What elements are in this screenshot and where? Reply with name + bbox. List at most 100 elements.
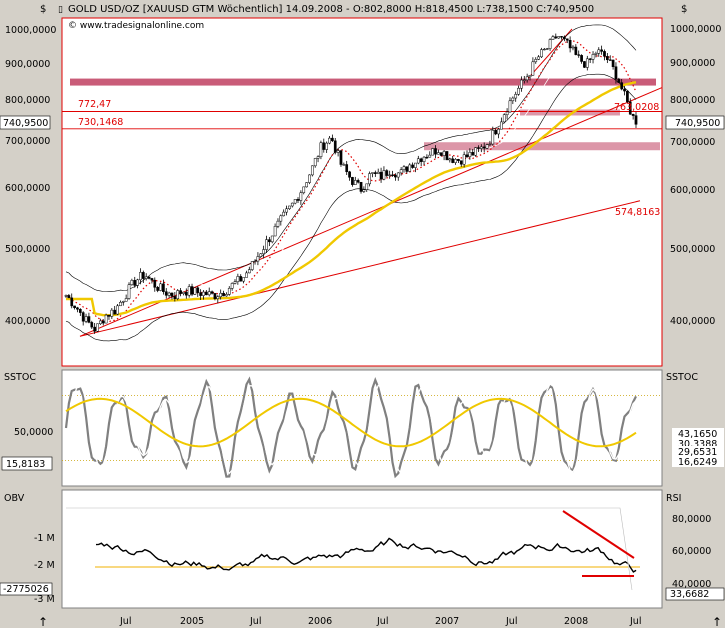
candle-body [96, 323, 99, 332]
candle-body [525, 76, 529, 81]
candle-body [210, 291, 214, 294]
candle-body [385, 170, 389, 176]
price-panel[interactable] [61, 17, 663, 367]
candle-body [459, 160, 463, 165]
price-y-axis-left: 1000,0000 900,0000 800,0000 700,0000 600… [5, 25, 56, 327]
candle-body [416, 158, 420, 164]
candle-body [290, 202, 294, 207]
sstoc-tick-50: 50,0000 [14, 427, 53, 438]
candle-body [84, 316, 88, 322]
candle-body [431, 148, 434, 156]
arrow-up-icon-right[interactable]: ↑ [712, 615, 722, 628]
candle-body [124, 298, 128, 302]
candle-body [594, 53, 598, 55]
price-tick-left: 700,0000 [5, 136, 50, 147]
candle-body [474, 147, 477, 156]
x-tick-label: 2006 [308, 616, 332, 627]
candle-body [560, 36, 563, 38]
candle-body [81, 312, 85, 322]
candle-body [296, 199, 300, 201]
price-y-axis-right: 1000,0000 900,0000 800,0000 700,0000 600… [670, 24, 721, 327]
candle-body [336, 150, 340, 153]
candle-body [167, 292, 171, 296]
candle-body [617, 78, 621, 83]
candle-body [471, 152, 475, 156]
x-tick-label: 2007 [435, 616, 459, 627]
candle-body [310, 165, 314, 176]
candle-body [101, 320, 105, 324]
candle-body [540, 49, 543, 58]
candle-body [359, 181, 363, 192]
candle-body [116, 305, 119, 315]
resistance-band [520, 109, 620, 116]
candle-body [419, 158, 423, 162]
candle-body [333, 140, 337, 153]
candle-body [522, 79, 526, 81]
candle-body [548, 39, 552, 49]
candle-body [316, 156, 320, 159]
candle-body [531, 61, 535, 76]
candle-body [597, 49, 601, 54]
candle-body [482, 146, 486, 149]
candle-body [356, 180, 360, 183]
candle-body [213, 293, 217, 299]
candle-body [170, 292, 174, 297]
arrow-up-icon[interactable]: ↑ [38, 615, 48, 628]
candle-body [497, 128, 500, 135]
candle-body [528, 74, 532, 78]
candle-body [468, 152, 472, 157]
candle-body [591, 54, 595, 60]
candle-body [239, 276, 243, 282]
candle-body [620, 82, 624, 90]
candle-body [448, 158, 452, 161]
rsi-tick: 80,0000 [672, 514, 711, 525]
candle-body [273, 226, 277, 237]
candle-body [634, 115, 638, 125]
candle-body [500, 121, 503, 130]
candle-body [216, 296, 220, 299]
candle-body [305, 182, 308, 188]
candle-body [520, 79, 523, 89]
candle-body [268, 239, 271, 243]
x-tick-label: 2005 [180, 616, 204, 627]
candle-body [67, 295, 71, 299]
candle-body [563, 36, 566, 40]
candle-body [328, 137, 331, 144]
dotted-ma [65, 40, 637, 323]
candle-body [388, 174, 392, 176]
source-copyright: © www.tradesignalonline.com [68, 21, 204, 31]
candle-body [428, 154, 432, 158]
price-tick-right: 400,0000 [670, 316, 715, 327]
candle-body [437, 152, 440, 155]
stoch-yellow-trend [65, 397, 637, 448]
chart-icon: ▯ [58, 5, 63, 15]
candle-body [442, 151, 446, 156]
candle-body [187, 286, 191, 296]
candle-body [583, 61, 586, 68]
x-tick-label: Jul [629, 616, 641, 627]
candle-body [136, 279, 139, 286]
candle-body [133, 280, 137, 286]
candle-body [225, 294, 228, 297]
bollinger-lower [65, 73, 637, 342]
candle-body [182, 291, 185, 294]
stoch-fast-white [65, 382, 637, 475]
candle-body [110, 309, 114, 317]
price-tick-right: 1000,0000 [670, 24, 721, 35]
candle-body [631, 114, 635, 116]
x-tick-label: Jul [376, 616, 388, 627]
candle-body [99, 320, 102, 325]
candle-body [76, 307, 79, 310]
candle-body [73, 305, 76, 309]
sstoc-value-badge [1, 456, 53, 471]
long-moving-average [66, 81, 637, 317]
candle-body [150, 278, 154, 281]
candle-body [196, 287, 200, 293]
candle-body [222, 292, 225, 297]
candle-body [511, 97, 515, 102]
price-tick-left: 800,0000 [5, 95, 50, 106]
candle-body [445, 151, 449, 161]
last-value-badge-left [0, 115, 51, 130]
candle-body [422, 156, 426, 162]
candle-body [345, 164, 349, 173]
